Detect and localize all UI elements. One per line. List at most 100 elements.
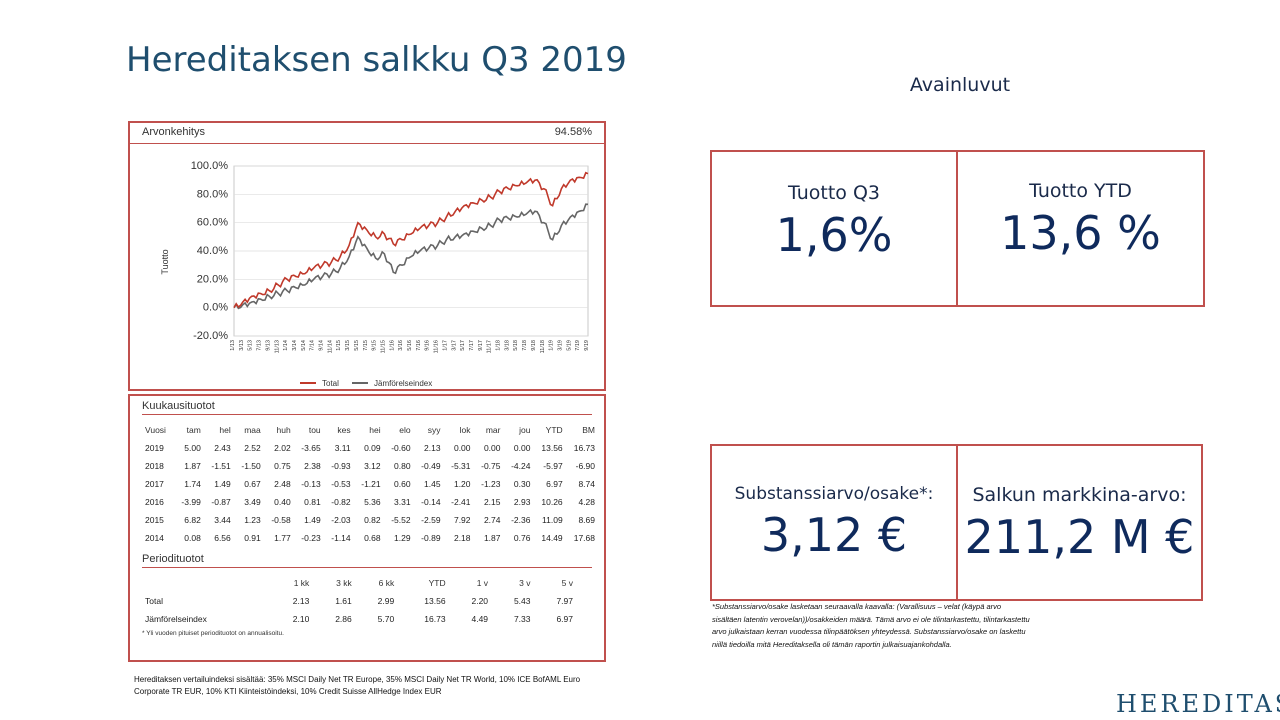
- x-tick-label: 1/16: [389, 340, 395, 351]
- monthly-cell: 2018: [145, 461, 164, 471]
- monthly-col-header: BM: [582, 425, 595, 435]
- monthly-cell: 2.15: [483, 497, 501, 507]
- x-tick-label: 5/18: [513, 340, 519, 351]
- monthly-cell: 3.12: [364, 461, 381, 471]
- monthly-cell: 2.48: [274, 479, 291, 489]
- monthly-cell: 1.45: [424, 479, 441, 489]
- monthly-row: 2014 0.08 6.56 0.91 1.77 -0.23 -1.14 0.68 1.29 -0…: [142, 529, 598, 547]
- x-tick-label: 7/17: [469, 340, 475, 351]
- x-tick-label: 1/17: [442, 340, 448, 351]
- monthly-cell: 2.43: [214, 443, 231, 453]
- monthly-returns-table: Vuosi tam hel maa huh tou kes hei elo syy lok mar jo…: [142, 421, 598, 547]
- kpi-q3-label: Tuotto Q3: [788, 182, 880, 204]
- monthly-col-header: elo: [399, 425, 411, 435]
- x-tick-label: 3/14: [292, 340, 298, 351]
- periodic-col-header: 5 v: [561, 578, 573, 588]
- benchmark-note: Hereditaksen vertailuindeksi sisältää: 3…: [134, 675, 581, 696]
- monthly-cell: -0.23: [301, 533, 321, 543]
- periodic-col-header: 1 kk: [293, 578, 310, 588]
- periodic-cell: 6.97: [556, 614, 573, 624]
- x-tick-label: 3/18: [504, 340, 510, 351]
- performance-panel: Arvonkehitys 94.58% Tuotto 100.0% 80.0% 60…: [128, 121, 606, 391]
- periodic-cell: 2.10: [292, 614, 310, 624]
- monthly-cell: -0.14: [421, 497, 441, 507]
- monthly-cell: 2.13: [424, 443, 441, 453]
- x-tick-label: 9/16: [425, 340, 431, 351]
- periodic-note: * Yli vuoden pituiset periodituotot on a…: [142, 630, 284, 637]
- monthly-cell: 2.52: [244, 443, 261, 453]
- monthly-cell: 17.68: [573, 533, 595, 543]
- kpi-ytd-value: 13,6 %: [1000, 206, 1161, 260]
- monthly-cell: -0.75: [481, 461, 501, 471]
- monthly-cell: 2019: [145, 443, 164, 453]
- monthly-cell: -2.36: [511, 515, 531, 525]
- periodic-cell: 4.49: [471, 614, 489, 624]
- monthly-col-header: mar: [485, 425, 501, 435]
- x-tick-label: 5/17: [460, 340, 466, 351]
- monthly-cell: 0.76: [513, 533, 531, 543]
- monthly-col-header: tam: [186, 425, 201, 435]
- performance-chart: Tuotto 100.0% 80.0% 60.0% 40.0% 20.0% 0.0% -20…: [160, 160, 590, 388]
- x-tick-label: 5/19: [566, 340, 572, 351]
- monthly-cell: 1.23: [244, 515, 261, 525]
- monthly-cell: 1.29: [394, 533, 411, 543]
- kpi-q3-value: 1,6%: [775, 208, 893, 262]
- monthly-cell: 2.02: [274, 443, 291, 453]
- periodic-cell: 7.97: [556, 596, 573, 606]
- monthly-row: 2018 1.87 -1.51 -1.50 0.75 2.38 -0.93 3.12 0.80-…: [142, 457, 598, 475]
- series-benchmark-line: [233, 203, 589, 310]
- monthly-cell: 0.09: [364, 443, 381, 453]
- monthly-cell: 2015: [145, 515, 164, 525]
- x-tick-label: 9/18: [531, 340, 537, 351]
- y-tick-label: 0.0%: [203, 302, 228, 314]
- monthly-cell: 3.49: [244, 497, 261, 507]
- monthly-cell: 0.75: [274, 461, 291, 471]
- monthly-cell: 5.36: [364, 497, 381, 507]
- series-total-line: [233, 171, 589, 309]
- periodic-cell: 13.56: [424, 596, 446, 606]
- kpi-mv-box: Salkun markkina-arvo: 211,2 M €: [956, 444, 1203, 601]
- x-tick-label: 1/18: [496, 340, 502, 351]
- monthly-cell: -3.99: [181, 497, 201, 507]
- monthly-cell: -0.82: [331, 497, 351, 507]
- periodic-returns-table: 1 kk 3 kk 6 kk YTD 1 v 3 v 5 v Total 2.13 1.61 2.9…: [142, 574, 576, 628]
- monthly-col-header: hel: [219, 425, 231, 435]
- monthly-cell: -1.23: [481, 479, 501, 489]
- periodic-row: Total 2.13 1.61 2.99 13.56 2.20 5.43 7.97: [142, 592, 576, 610]
- monthly-cell: -1.50: [241, 461, 261, 471]
- legend-total: Total: [322, 379, 339, 388]
- monthly-col-header: hei: [369, 425, 381, 435]
- y-tick-label: -20.0%: [193, 330, 228, 342]
- monthly-cell: 0.81: [304, 497, 321, 507]
- nav-note: *Substanssiarvo/osake lasketaan seuraava…: [712, 602, 1030, 649]
- monthly-cell: 0.80: [394, 461, 411, 471]
- monthly-cell: -0.93: [331, 461, 351, 471]
- monthly-cell: 6.97: [546, 479, 563, 489]
- x-tick-label: 11/16: [434, 340, 440, 353]
- kpi-nav-value: 3,12 €: [760, 508, 908, 562]
- page-title: Hereditaksen salkku Q3 2019: [126, 40, 627, 80]
- monthly-cell: 10.26: [541, 497, 563, 507]
- x-tick-label: 1/13: [230, 340, 236, 351]
- monthly-cell: 14.49: [541, 533, 563, 543]
- periodic-cell: 2.86: [335, 614, 352, 624]
- y-tick-label: 100.0%: [191, 160, 229, 172]
- monthly-cell: -0.89: [421, 533, 441, 543]
- monthly-col-header: tou: [308, 425, 321, 435]
- monthly-col-header: huh: [276, 425, 291, 435]
- monthly-cell: 2.74: [483, 515, 501, 525]
- y-tick-label: 20.0%: [197, 273, 228, 285]
- x-tick-label: 9/15: [372, 340, 378, 351]
- x-tick-label: 3/19: [557, 340, 563, 351]
- monthly-cell: 0.00: [483, 443, 501, 453]
- monthly-cell: 3.31: [394, 497, 411, 507]
- monthly-cell: 1.49: [214, 479, 231, 489]
- monthly-cell: -2.03: [331, 515, 351, 525]
- monthly-cell: -1.51: [211, 461, 231, 471]
- monthly-cell: 0.00: [513, 443, 531, 453]
- x-tick-label: 1/14: [283, 340, 289, 351]
- x-tick-label: 3/15: [345, 340, 351, 351]
- monthly-cell: 1.74: [184, 479, 201, 489]
- monthly-cell: 0.68: [364, 533, 381, 543]
- monthly-cell: -0.53: [331, 479, 351, 489]
